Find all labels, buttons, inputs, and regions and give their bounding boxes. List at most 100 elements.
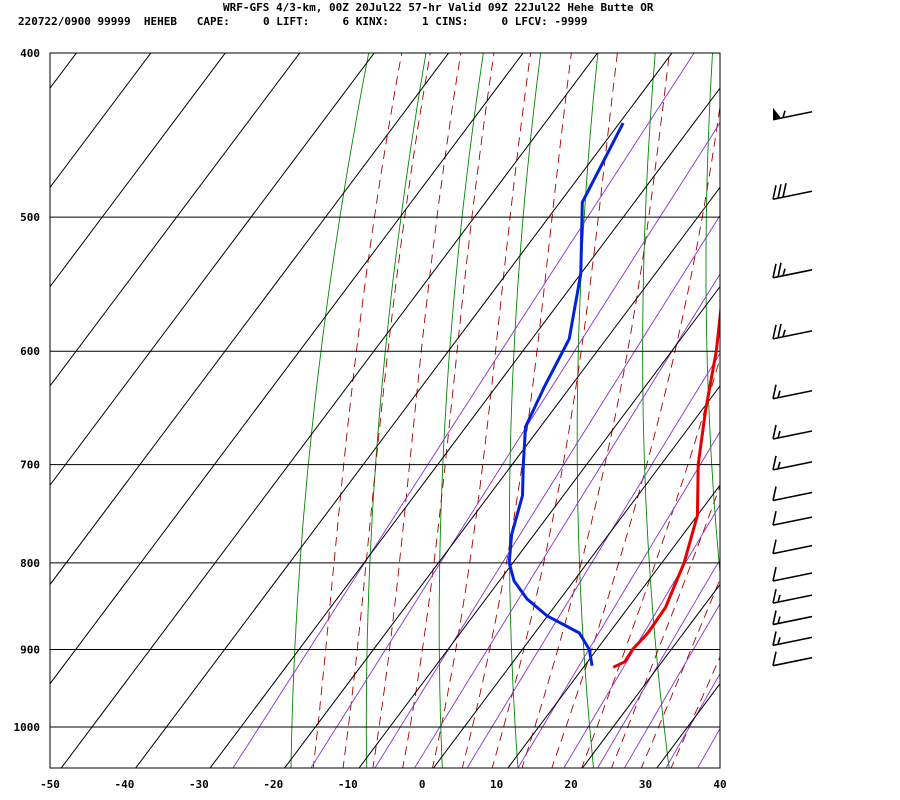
wind-barb	[772, 424, 813, 440]
dry-adiabat	[508, 53, 542, 768]
wind-barb-half	[777, 616, 781, 624]
wind-barb	[772, 486, 813, 502]
pressure-tick-label: 900	[20, 643, 40, 656]
x-tick-label: -30	[189, 778, 209, 791]
isotherm-line	[507, 484, 720, 768]
wind-barb-staff	[772, 389, 813, 400]
x-tick-label: 40	[713, 778, 726, 791]
mixing-ratio-line	[597, 558, 720, 768]
mixing-ratio-line	[665, 672, 720, 768]
wind-barb-staff	[772, 491, 813, 502]
wind-barb-staff	[772, 615, 813, 626]
wind-barb-half	[782, 110, 786, 118]
wind-barb-full	[772, 263, 777, 278]
wind-barb-staff	[772, 269, 813, 279]
x-tick-labels: -50 -40 -30 -20 -10 0 10 20 30 40	[40, 778, 727, 791]
wind-barb-half	[777, 637, 781, 645]
x-tick-label: 0	[419, 778, 426, 791]
x-tick-label: 10	[490, 778, 503, 791]
pressure-tick-label: 1000	[14, 721, 41, 734]
mixing-ratio-line	[517, 431, 720, 768]
x-tick-label: 30	[639, 778, 652, 791]
x-tick-label: -50	[40, 778, 60, 791]
dewpoint-line	[507, 122, 625, 666]
wind-barb	[772, 107, 813, 121]
wind-barb	[772, 262, 813, 279]
wind-barb	[772, 631, 813, 647]
wind-barb-staff	[772, 594, 813, 604]
wind-barb-staff	[772, 656, 813, 667]
moist-adiabat	[402, 53, 495, 768]
isotherm-grid	[50, 15, 900, 770]
wind-barb	[772, 588, 813, 604]
wind-barb-full	[772, 185, 777, 200]
isotherm-line	[60, 53, 599, 768]
wind-barb-full	[772, 566, 777, 582]
moist-adiabat	[581, 356, 720, 768]
wind-barb-staff	[772, 430, 813, 440]
mixing-ratio-line	[697, 727, 720, 768]
wind-barb	[772, 510, 813, 526]
wind-barb	[772, 183, 813, 201]
wind-barb-full	[772, 486, 777, 501]
mixing-ratio-line	[374, 214, 720, 768]
mixing-ratio-line	[563, 503, 720, 768]
wind-barb-half	[777, 390, 781, 398]
isotherm-line	[730, 15, 900, 770]
wind-barb-full	[772, 631, 777, 646]
wind-barb-staff	[772, 516, 813, 526]
moist-adiabat	[610, 484, 720, 768]
isotherm-line	[209, 87, 720, 768]
moist-adiabat	[551, 103, 720, 768]
wind-barb	[772, 539, 813, 555]
mixing-ratio-line	[232, 53, 695, 768]
wind-barb-full	[772, 510, 777, 526]
wind-barb-full	[777, 262, 782, 277]
isotherm-line	[656, 682, 720, 768]
wind-barb	[772, 610, 813, 626]
x-tick-label: -40	[115, 778, 135, 791]
x-tick-label: 20	[564, 778, 577, 791]
wind-barb-staff	[772, 190, 813, 201]
isotherm-line	[283, 186, 720, 768]
moist-adiabat	[640, 578, 720, 768]
dry-adiabat	[365, 53, 427, 768]
wind-barb-half	[777, 594, 781, 603]
sounding-series	[507, 122, 720, 669]
moist-adiabat	[342, 53, 431, 768]
moist-adiabat	[461, 53, 572, 768]
isotherm-line	[50, 53, 78, 90]
pressure-tick-label: 500	[20, 211, 40, 224]
wind-barb	[772, 455, 813, 471]
isotherm-line	[50, 53, 524, 685]
wind-barb-full	[772, 324, 777, 340]
wind-barb-full	[777, 184, 782, 199]
grid	[50, 15, 900, 770]
wind-barb-full	[772, 651, 777, 666]
moist-adiabat	[670, 655, 720, 768]
wind-barb-staff	[772, 330, 813, 340]
pressure-tick-label: 400	[20, 47, 40, 60]
moist-adiabat	[372, 53, 462, 768]
thermo-background-lines	[232, 53, 720, 768]
wind-barb-full	[772, 424, 777, 440]
moist-adiabat	[521, 53, 670, 768]
x-tick-label: -10	[338, 778, 358, 791]
plot-frame	[49, 52, 721, 769]
wind-barb-half	[777, 430, 781, 439]
isotherm-line	[50, 53, 152, 189]
header-line-1: WRF-GFS 4/3-km, 00Z 20Jul22 57-hr Valid …	[223, 1, 654, 14]
moist-adiabat	[491, 53, 618, 768]
isotherm-line	[50, 53, 226, 288]
mixing-ratio-line	[466, 352, 720, 768]
pressure-tick-label: 800	[20, 557, 40, 570]
dry-adiabat	[438, 53, 484, 768]
wind-barb-full	[772, 610, 777, 625]
isotherm-line	[358, 285, 720, 768]
temperature-line	[612, 303, 720, 669]
isotherm-line	[50, 53, 301, 387]
wind-barb-full	[777, 323, 782, 339]
wind-barb-half	[782, 329, 786, 338]
wind-barb-pennant	[773, 107, 781, 120]
